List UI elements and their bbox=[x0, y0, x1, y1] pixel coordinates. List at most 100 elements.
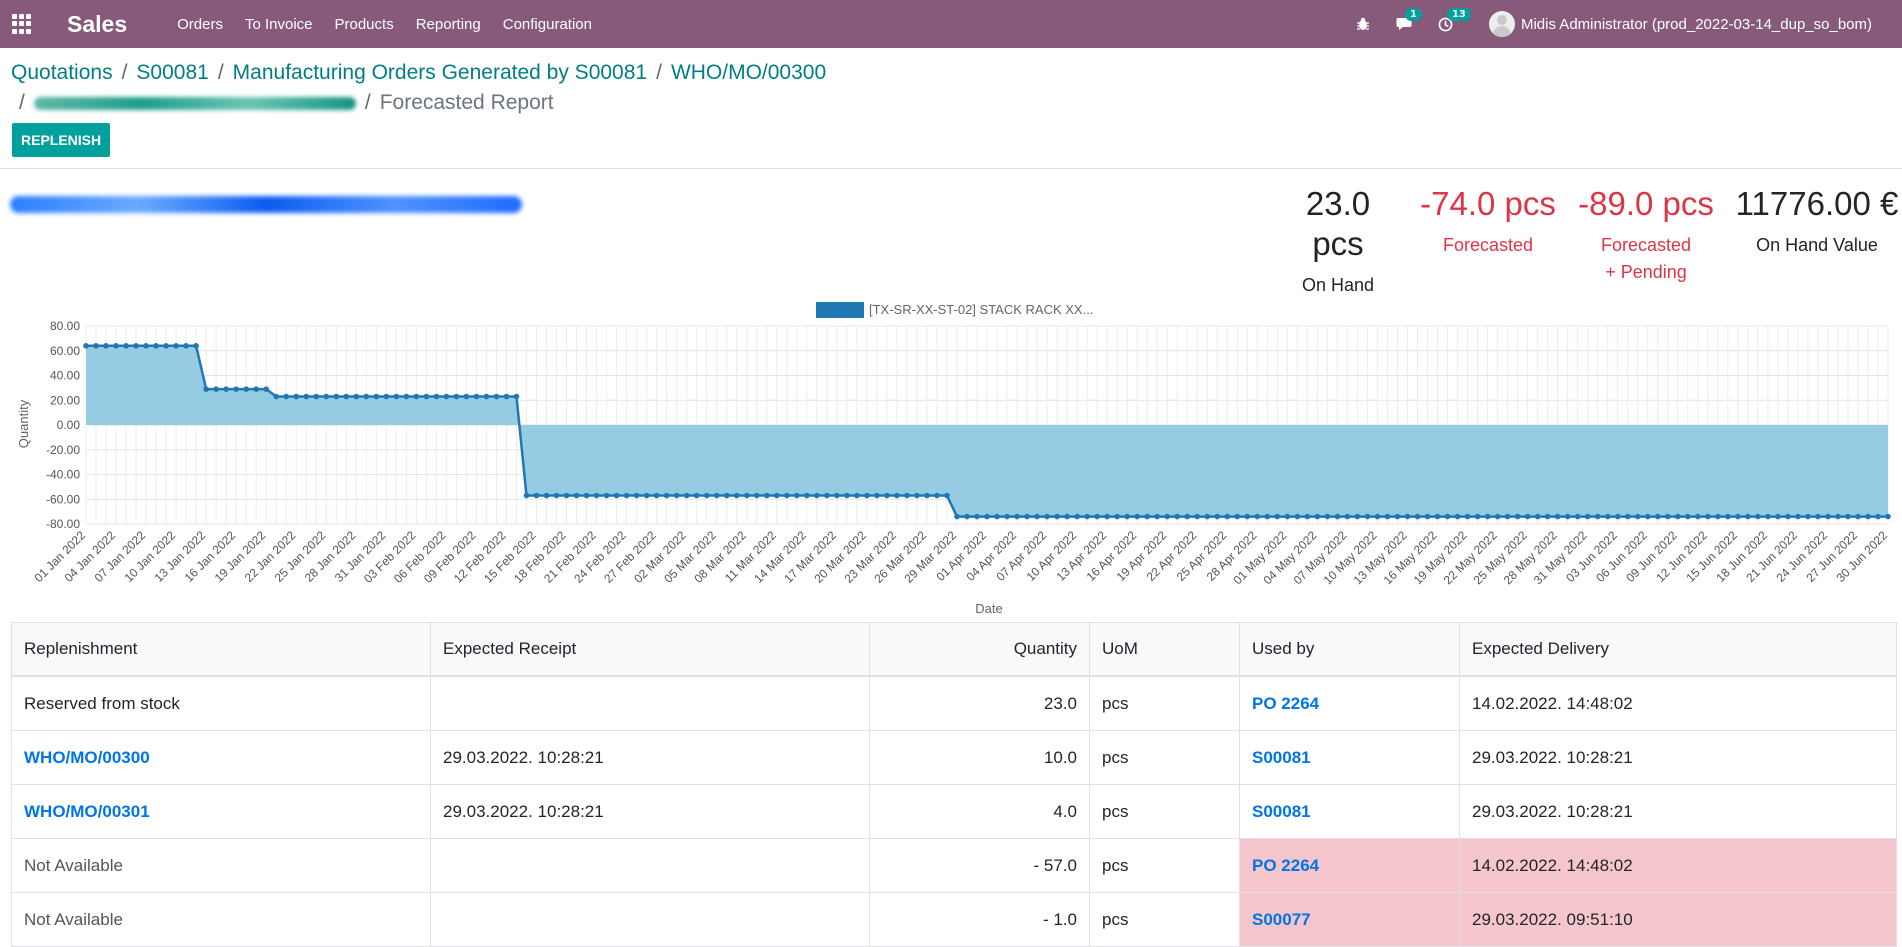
chart-point bbox=[1144, 513, 1150, 520]
chart-point bbox=[563, 492, 570, 499]
replenishment-link[interactable]: WHO/MO/00300 bbox=[24, 747, 150, 767]
chart-point bbox=[603, 492, 610, 499]
chart-point bbox=[1164, 513, 1170, 520]
chart-point bbox=[1314, 513, 1321, 520]
chart-y-axis-title: Quantity bbox=[16, 399, 31, 448]
table-row: Not Available - 57.0 pcs PO 2264 14.02.2… bbox=[11, 838, 1897, 893]
activities-clock-icon[interactable]: 13 bbox=[1438, 7, 1471, 32]
chart-point bbox=[1484, 513, 1491, 520]
breadcrumb-separator: / bbox=[656, 61, 662, 84]
breadcrumb-product-redacted[interactable] bbox=[33, 96, 356, 110]
chart-point bbox=[333, 393, 340, 400]
user-name: Midis Administrator (prod_2022-03-14_dup… bbox=[1520, 15, 1872, 33]
chart-point bbox=[83, 343, 89, 349]
menu-configuration[interactable]: Configuration bbox=[502, 15, 592, 33]
table-row: Reserved from stock 23.0 pcs PO 2264 14.… bbox=[11, 675, 1897, 731]
chart-point bbox=[713, 492, 720, 499]
chart-point bbox=[1705, 513, 1711, 520]
chart-point bbox=[1424, 513, 1431, 520]
chart-point bbox=[1805, 513, 1811, 520]
chart-point bbox=[143, 343, 149, 349]
chart-point bbox=[613, 492, 620, 499]
chart-point bbox=[1404, 513, 1411, 520]
col-uom: UoM bbox=[1089, 622, 1240, 677]
used-by-link[interactable]: S00081 bbox=[1252, 801, 1311, 821]
chart-point bbox=[1304, 513, 1311, 520]
chart-point bbox=[1735, 513, 1741, 520]
product-title-redacted[interactable] bbox=[10, 196, 522, 213]
breadcrumb-manufacturing-order[interactable]: WHO/MO/00300 bbox=[670, 61, 827, 84]
replenish-button[interactable]: REPLENISH bbox=[12, 123, 111, 157]
chart-point bbox=[393, 393, 400, 400]
cell-replenishment: WHO/MO/00301 bbox=[11, 784, 431, 839]
breadcrumb-sale-order[interactable]: S00081 bbox=[136, 61, 209, 84]
chart-legend-label[interactable]: [TX-SR-XX-ST-02] STACK RACK XX... bbox=[869, 302, 1093, 317]
chart-point bbox=[273, 393, 280, 400]
used-by-link[interactable]: PO 2264 bbox=[1252, 693, 1320, 713]
table-row: Not Available - 1.0 pcs S00077 29.03.202… bbox=[11, 892, 1897, 947]
chart-point bbox=[1374, 513, 1381, 520]
menu-products[interactable]: Products bbox=[334, 15, 394, 33]
chart-point bbox=[1745, 513, 1751, 520]
cell-receipt bbox=[430, 675, 870, 731]
chart-point bbox=[223, 386, 229, 392]
messages-icon[interactable]: 1 bbox=[1396, 8, 1422, 31]
chart-point bbox=[793, 492, 800, 499]
chart-point bbox=[1634, 513, 1641, 520]
top-navbar: Sales Orders To Invoice Products Reporti… bbox=[0, 0, 1902, 48]
menu-orders[interactable]: Orders bbox=[177, 15, 223, 33]
chart-legend-swatch[interactable] bbox=[816, 302, 864, 318]
menu-reporting[interactable]: Reporting bbox=[415, 15, 481, 33]
breadcrumb-manufacturing-orders[interactable]: Manufacturing Orders Generated by S00081 bbox=[232, 61, 648, 84]
menu-to-invoice[interactable]: To Invoice bbox=[244, 15, 313, 33]
cell-delivery: 14.02.2022. 14:48:02 bbox=[1459, 838, 1897, 893]
app-brand[interactable]: Sales bbox=[67, 10, 128, 37]
chart-point bbox=[253, 386, 259, 392]
y-tick-label: -20.00 bbox=[46, 443, 80, 457]
chart-point bbox=[483, 393, 490, 400]
chart-point bbox=[703, 492, 710, 499]
chart-point bbox=[1474, 513, 1481, 520]
chart-point bbox=[1294, 513, 1301, 520]
chart-point bbox=[1785, 513, 1791, 520]
replenishment-link[interactable]: WHO/MO/00301 bbox=[24, 801, 150, 821]
chart-point bbox=[1224, 513, 1231, 520]
col-used-by: Used by bbox=[1239, 622, 1460, 677]
debug-bug-icon[interactable] bbox=[1356, 17, 1370, 31]
table-row: WHO/MO/00300 29.03.2022. 10:28:21 10.0 p… bbox=[11, 730, 1897, 785]
chart-point bbox=[103, 343, 109, 349]
chart-point bbox=[763, 492, 770, 499]
user-menu[interactable]: Midis Administrator (prod_2022-03-14_dup… bbox=[1488, 11, 1872, 37]
used-by-link[interactable]: PO 2264 bbox=[1252, 855, 1320, 875]
kpi-on-hand-value-eur: 11776.00 € On Hand Value bbox=[1733, 184, 1901, 259]
chart-point bbox=[733, 492, 740, 499]
chart-point bbox=[243, 386, 249, 392]
chart-point bbox=[473, 393, 480, 400]
used-by-link[interactable]: S00077 bbox=[1252, 909, 1311, 929]
chart-point bbox=[1124, 513, 1130, 520]
chart-point bbox=[1755, 513, 1761, 520]
chart-point bbox=[1074, 513, 1080, 520]
apps-menu-icon[interactable] bbox=[12, 14, 32, 34]
breadcrumb-quotations[interactable]: Quotations bbox=[11, 61, 113, 84]
chart-point bbox=[283, 393, 290, 400]
chart-point bbox=[293, 393, 300, 400]
chart-point bbox=[1194, 513, 1201, 520]
chart-point bbox=[173, 343, 179, 349]
kpi-pending-label-line1: Forecasted bbox=[1600, 235, 1692, 255]
chart-point bbox=[834, 492, 840, 499]
chart-point bbox=[1324, 513, 1331, 520]
col-replenishment: Replenishment bbox=[11, 622, 431, 677]
cell-receipt: 29.03.2022. 10:28:21 bbox=[430, 784, 870, 839]
cell-replenishment: Reserved from stock bbox=[11, 675, 431, 731]
y-tick-label: 0.00 bbox=[57, 418, 81, 432]
chart-point bbox=[1574, 513, 1581, 520]
cell-used-by: PO 2264 bbox=[1239, 675, 1460, 731]
chart-point bbox=[343, 393, 350, 400]
cell-delivery: 29.03.2022. 10:28:21 bbox=[1459, 730, 1897, 785]
chart-point bbox=[123, 343, 129, 349]
chart-point bbox=[1004, 513, 1010, 520]
chart-point bbox=[183, 343, 189, 349]
chart-point bbox=[503, 393, 510, 400]
used-by-link[interactable]: S00081 bbox=[1252, 747, 1311, 767]
